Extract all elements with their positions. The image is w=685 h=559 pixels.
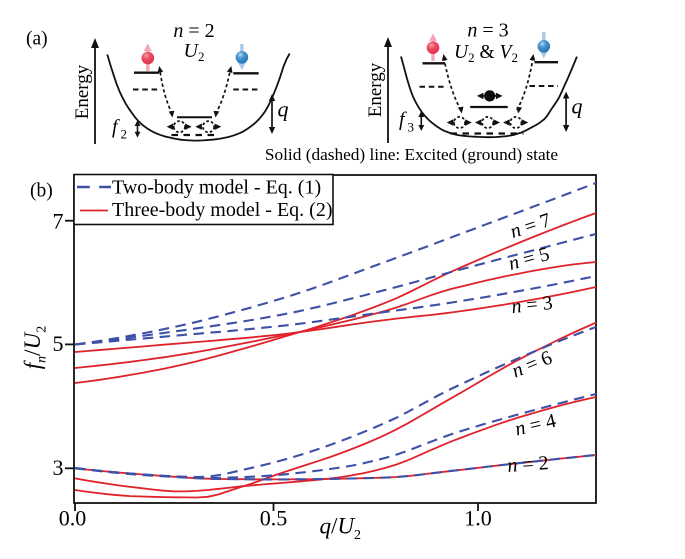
svg-text:Energy: Energy: [365, 62, 386, 117]
svg-text:Three-body model - Eq. (2): Three-body model - Eq. (2): [112, 199, 332, 221]
svg-text:2: 2: [121, 127, 128, 142]
svg-text:n = 2: n = 2: [507, 452, 550, 477]
svg-text:fn/U2: fn/U2: [20, 326, 50, 369]
svg-text:0.0: 0.0: [59, 506, 87, 531]
svg-text:f: f: [399, 109, 407, 131]
svg-text:U2 & V2: U2 & V2: [454, 42, 518, 65]
svg-text:Energy: Energy: [72, 64, 93, 119]
svg-text:0.5: 0.5: [260, 506, 288, 531]
svg-text:(b): (b): [30, 181, 53, 202]
svg-text:(a): (a): [26, 29, 48, 50]
svg-text:1.0: 1.0: [464, 506, 492, 531]
svg-text:Solid (dashed) line: Excited (: Solid (dashed) line: Excited (ground) st…: [265, 145, 559, 164]
svg-text:n = 3: n = 3: [467, 20, 508, 42]
svg-text:n = 2: n = 2: [173, 20, 214, 42]
svg-text:f: f: [112, 116, 120, 138]
svg-text:q: q: [278, 97, 289, 122]
svg-text:q/U2: q/U2: [320, 514, 362, 544]
svg-text:U2: U2: [184, 40, 205, 64]
svg-text:Two-body model - Eq. (1): Two-body model - Eq. (1): [112, 177, 321, 199]
svg-text:3: 3: [53, 455, 64, 480]
svg-text:3: 3: [408, 120, 415, 135]
svg-text:n = 7: n = 7: [507, 209, 553, 243]
svg-text:7: 7: [53, 209, 64, 234]
svg-text:q: q: [572, 94, 583, 119]
svg-text:5: 5: [53, 331, 64, 356]
svg-text:n = 3: n = 3: [510, 292, 553, 318]
